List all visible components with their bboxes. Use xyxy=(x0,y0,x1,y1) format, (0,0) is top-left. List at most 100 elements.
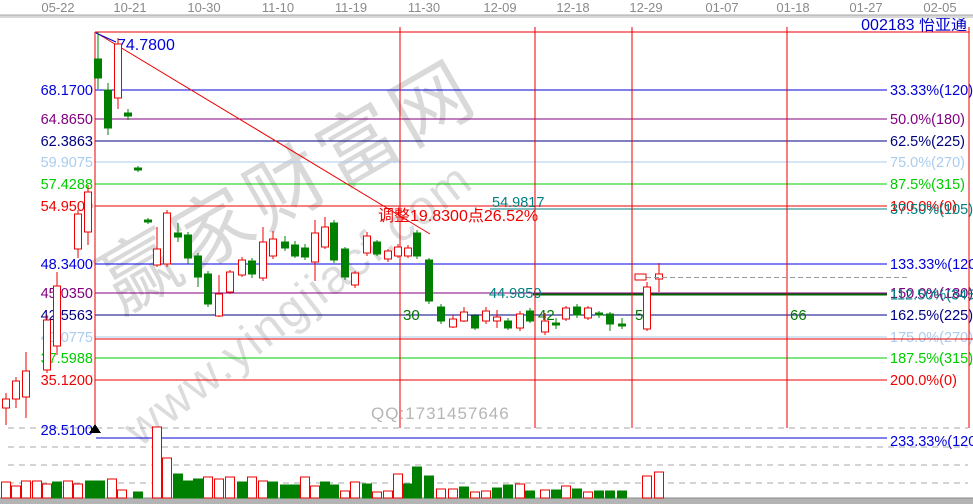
candle-body xyxy=(562,307,570,320)
candle-body xyxy=(606,313,614,325)
current-price-marker xyxy=(634,273,647,281)
candle-body xyxy=(552,322,560,326)
candle-body xyxy=(84,191,92,233)
candle-body xyxy=(281,241,289,249)
trend-line xyxy=(94,31,431,235)
volume-bar xyxy=(107,478,117,499)
candle-body xyxy=(351,272,359,286)
candle-body xyxy=(43,319,51,371)
date-label: 11-19 xyxy=(335,0,367,15)
price-level-label-right: 62.5%(225) xyxy=(890,134,965,150)
volume-bar xyxy=(605,490,615,499)
price-level-label-left: 62.3863 xyxy=(41,134,93,150)
date-label: 01-18 xyxy=(776,0,809,15)
volume-bar xyxy=(481,490,491,499)
volume-bar xyxy=(300,476,310,499)
date-label: 05-22 xyxy=(41,0,74,15)
candle-body xyxy=(595,312,603,316)
volume-bar xyxy=(492,487,502,499)
volume-bar xyxy=(268,481,278,499)
volume-bar xyxy=(95,480,105,499)
candle-body xyxy=(384,250,392,260)
candle-body xyxy=(2,398,10,409)
candle-body xyxy=(226,271,234,293)
volume-bar xyxy=(551,489,561,499)
candle-body xyxy=(174,232,182,238)
volume-bar xyxy=(310,485,320,499)
date-label: 01-27 xyxy=(849,0,882,15)
price-level-label-right: 162.5%(225) xyxy=(890,308,973,324)
volume-bar xyxy=(173,473,183,499)
price-level-label-left: 64.8650 xyxy=(41,112,93,128)
price-level-label-left: 28.5100 xyxy=(41,423,93,439)
candle-body xyxy=(22,370,30,398)
candle-body xyxy=(425,259,433,302)
price-level-label-left: 59.9075 xyxy=(41,155,93,171)
candle-body xyxy=(53,285,61,347)
candle-body xyxy=(311,232,319,263)
date-label: 11-10 xyxy=(262,0,294,15)
volume-bar xyxy=(280,484,290,499)
volume-bar xyxy=(237,481,247,499)
volume-bar xyxy=(617,490,627,499)
gann-angle-price-label: 54.9817 xyxy=(492,195,544,211)
volume-bar xyxy=(320,481,330,499)
candle-body xyxy=(526,310,534,322)
candle-body xyxy=(471,315,479,329)
price-level-label-right: 200.0%(0) xyxy=(890,373,957,389)
volume-bar xyxy=(152,426,162,499)
candle-body xyxy=(215,293,223,317)
volume-bar xyxy=(85,480,95,499)
volume-bar xyxy=(52,481,62,499)
volume-bar xyxy=(572,488,582,499)
volume-bar xyxy=(133,491,143,499)
candle-body xyxy=(394,246,402,257)
candle-body xyxy=(184,234,192,259)
candle-body xyxy=(341,248,349,278)
candle-body xyxy=(643,286,651,330)
candle-body xyxy=(12,380,20,400)
bar-count-label: 30 xyxy=(403,307,420,324)
candle-body xyxy=(94,58,102,79)
price-level-label-right: 150.0%(180) xyxy=(890,286,973,302)
volume-bar xyxy=(362,483,372,499)
candle-body xyxy=(259,241,267,279)
volume-bar xyxy=(350,481,360,499)
volume-bar xyxy=(383,490,393,499)
volume-bar xyxy=(393,473,403,499)
adjustment-annotation: 调整19.8300点26.52% xyxy=(378,207,538,225)
trend-line xyxy=(95,32,117,43)
volume-bar xyxy=(403,483,413,499)
candle-body xyxy=(74,213,82,250)
price-level-label-left: 45.0350 xyxy=(41,286,93,302)
price-level-label-left: 57.4288 xyxy=(41,177,93,193)
candle-body xyxy=(504,320,512,329)
candle-body xyxy=(291,244,299,257)
volume-bar xyxy=(459,486,469,499)
candle-body xyxy=(404,247,412,257)
volume-bar xyxy=(11,485,21,499)
candle-body xyxy=(373,241,381,255)
volume-bar xyxy=(32,480,42,499)
volume-bar xyxy=(515,483,525,499)
volume-bar xyxy=(73,483,83,499)
price-level-label-right: 175.0%(270) xyxy=(890,330,973,346)
price-level-label-left: 37.5988 xyxy=(41,351,93,367)
volume-bar xyxy=(372,491,382,499)
volume-bar xyxy=(525,490,535,499)
volume-bar xyxy=(21,480,31,499)
volume-bar xyxy=(247,476,257,499)
date-axis-groove xyxy=(0,15,973,18)
price-level-label-left: 68.1700 xyxy=(41,83,93,99)
price-level-label-left: 54.9500 xyxy=(41,199,93,215)
candle-body xyxy=(482,310,490,322)
candle-body xyxy=(541,320,549,333)
candle-body xyxy=(144,219,152,223)
date-label: 11-30 xyxy=(408,0,440,15)
candle-body xyxy=(114,43,122,99)
gann-angle-price-label: 44.9850 xyxy=(489,286,541,302)
volume-bar xyxy=(193,478,203,499)
volume-bar xyxy=(203,476,213,499)
